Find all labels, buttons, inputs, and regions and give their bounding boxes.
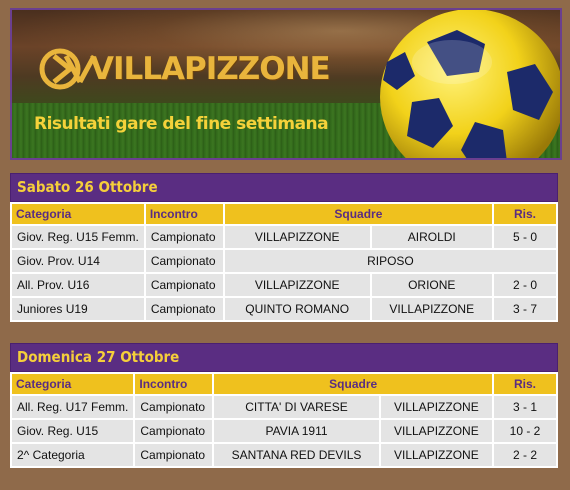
saturday-results-table: Categoria Incontro Squadre Ris. Giov. Re… [10, 202, 558, 322]
cell-incontro: Campionato [145, 298, 223, 320]
cell-result: 5 - 0 [494, 226, 556, 248]
soccer-ball-icon [380, 10, 560, 158]
banner-subtitle: Risultati gare del fine settimana [34, 114, 329, 134]
cell-categoria: Juniores U19 [12, 298, 144, 320]
table-header-row: Categoria Incontro Squadre Ris. [12, 204, 556, 224]
saturday-section: Sabato 26 Ottobre Categoria Incontro Squ… [10, 173, 558, 322]
table-row: 2^ Categoria Campionato SANTANA RED DEVI… [12, 444, 556, 466]
header-banner: VILLAPIZZONE Risultati gare del fine set… [10, 8, 562, 160]
cell-incontro: Campionato [145, 250, 223, 272]
cell-incontro: Campionato [135, 396, 213, 418]
cell-result: 2 - 0 [494, 274, 556, 296]
sunday-title: Domenica 27 Ottobre [10, 343, 558, 372]
cell-categoria: Giov. Reg. U15 [12, 420, 134, 442]
cell-categoria: Giov. Prov. U14 [12, 250, 144, 272]
cell-categoria: 2^ Categoria [12, 444, 134, 466]
header-ris: Ris. [494, 374, 556, 394]
cell-away-team: VILLAPIZZONE [380, 420, 492, 442]
cell-note: RIPOSO [224, 250, 556, 272]
club-logo: VILLAPIZZONE [36, 44, 331, 94]
cell-away-team: ORIONE [371, 274, 492, 296]
cell-result: 3 - 1 [494, 396, 556, 418]
cell-home-team: CITTA' DI VARESE [214, 396, 379, 418]
logo-text: VILLAPIZZONE [90, 51, 331, 87]
header-categoria: Categoria [12, 204, 144, 224]
cell-result: 10 - 2 [494, 420, 556, 442]
saturday-title: Sabato 26 Ottobre [10, 173, 558, 202]
cell-away-team: VILLAPIZZONE [380, 396, 492, 418]
cell-categoria: Giov. Reg. U15 Femm. [12, 226, 144, 248]
table-row: All. Reg. U17 Femm. Campionato CITTA' DI… [12, 396, 556, 418]
cell-home-team: VILLAPIZZONE [224, 226, 370, 248]
cell-home-team: PAVIA 1911 [214, 420, 379, 442]
cell-home-team: SANTANA RED DEVILS [214, 444, 379, 466]
cell-incontro: Campionato [145, 226, 223, 248]
header-incontro: Incontro [145, 204, 223, 224]
cell-away-team: VILLAPIZZONE [380, 444, 492, 466]
cell-home-team: VILLAPIZZONE [224, 274, 370, 296]
sunday-results-table: Categoria Incontro Squadre Ris. All. Reg… [10, 372, 558, 468]
table-header-row: Categoria Incontro Squadre Ris. [12, 374, 556, 394]
header-squadre: Squadre [224, 204, 492, 224]
cell-home-team: QUINTO ROMANO [224, 298, 370, 320]
cell-categoria: All. Prov. U16 [12, 274, 144, 296]
sunday-section: Domenica 27 Ottobre Categoria Incontro S… [10, 343, 558, 468]
table-row: Giov. Prov. U14 Campionato RIPOSO [12, 250, 556, 272]
header-incontro: Incontro [135, 374, 213, 394]
cell-result: 3 - 7 [494, 298, 556, 320]
cell-incontro: Campionato [135, 420, 213, 442]
logo-emblem-icon [39, 48, 96, 90]
table-row: All. Prov. U16 Campionato VILLAPIZZONE O… [12, 274, 556, 296]
cell-incontro: Campionato [135, 444, 213, 466]
cell-result: 2 - 2 [494, 444, 556, 466]
header-ris: Ris. [494, 204, 556, 224]
cell-incontro: Campionato [145, 274, 223, 296]
cell-away-team: VILLAPIZZONE [371, 298, 492, 320]
header-categoria: Categoria [12, 374, 134, 394]
table-row: Giov. Reg. U15 Campionato PAVIA 1911 VIL… [12, 420, 556, 442]
header-squadre: Squadre [214, 374, 492, 394]
cell-categoria: All. Reg. U17 Femm. [12, 396, 134, 418]
cell-away-team: AIROLDI [371, 226, 492, 248]
table-row: Juniores U19 Campionato QUINTO ROMANO VI… [12, 298, 556, 320]
table-row: Giov. Reg. U15 Femm. Campionato VILLAPIZ… [12, 226, 556, 248]
